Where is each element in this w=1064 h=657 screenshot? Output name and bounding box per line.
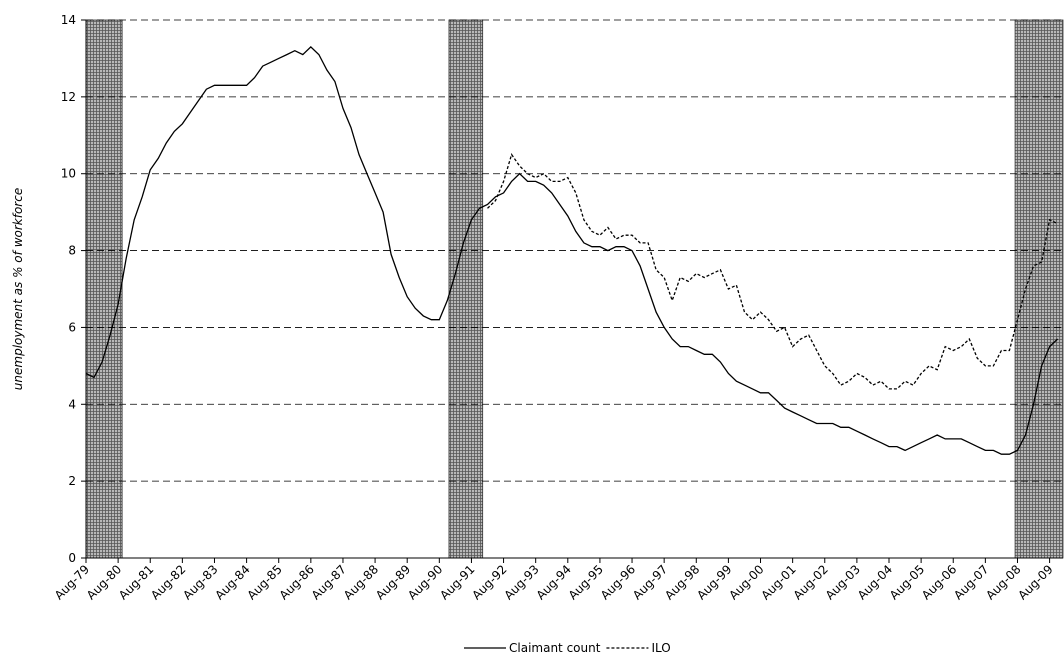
x-tick-label: Aug-90 bbox=[405, 562, 445, 602]
series-line bbox=[85, 46, 1059, 455]
x-tick-label: Aug-94 bbox=[534, 562, 574, 602]
y-tick-label: 6 bbox=[68, 320, 76, 334]
x-tick-label: Aug-82 bbox=[148, 562, 188, 602]
x-tick-label: Aug-87 bbox=[309, 562, 349, 602]
x-tick-label: Aug-98 bbox=[662, 562, 702, 602]
y-tick-label: 14 bbox=[61, 13, 76, 27]
x-tick-label: Aug-92 bbox=[469, 562, 509, 602]
x-tick-label: Aug-09 bbox=[1015, 562, 1055, 602]
series-line bbox=[487, 153, 1058, 390]
y-tick-label: 2 bbox=[68, 474, 76, 488]
y-axis-label: unemployment as % of workforce bbox=[11, 188, 25, 390]
x-tick-label: Aug-00 bbox=[726, 562, 766, 602]
x-tick-label: Aug-97 bbox=[630, 562, 670, 602]
y-tick-label: 8 bbox=[68, 244, 76, 258]
x-tick-label: Aug-05 bbox=[887, 562, 927, 602]
x-tick-label: Aug-91 bbox=[437, 562, 477, 602]
legend-label: ILO bbox=[651, 641, 670, 655]
x-tick-label: Aug-01 bbox=[758, 562, 798, 602]
x-tick-label: Aug-93 bbox=[501, 562, 541, 602]
x-tick-label: Aug-99 bbox=[694, 562, 734, 602]
x-tick-label: Aug-96 bbox=[598, 562, 638, 602]
x-tick-label: Aug-88 bbox=[341, 562, 381, 602]
x-tick-label: Aug-02 bbox=[791, 562, 831, 602]
x-tick-label: Aug-80 bbox=[84, 562, 124, 602]
x-tick-label: Aug-95 bbox=[566, 562, 606, 602]
shaded-period bbox=[1014, 19, 1064, 559]
x-tick-label: Aug-85 bbox=[245, 562, 285, 602]
x-tick-label: Aug-08 bbox=[983, 562, 1023, 602]
x-tick-label: Aug-86 bbox=[277, 562, 317, 602]
y-tick-label: 0 bbox=[68, 551, 76, 565]
shaded-period bbox=[448, 19, 484, 559]
y-tick-label: 10 bbox=[61, 167, 76, 181]
shaded-period bbox=[85, 19, 123, 559]
x-tick-label: Aug-04 bbox=[855, 562, 895, 602]
y-tick-label: 12 bbox=[61, 90, 76, 104]
x-tick-label: Aug-06 bbox=[919, 562, 959, 602]
legend-label: Claimant count bbox=[509, 641, 601, 655]
x-tick-label: Aug-84 bbox=[212, 562, 252, 602]
x-tick-label: Aug-79 bbox=[52, 562, 92, 602]
x-tick-label: Aug-07 bbox=[951, 562, 991, 602]
x-tick-label: Aug-89 bbox=[373, 562, 413, 602]
x-tick-label: Aug-81 bbox=[116, 562, 156, 602]
x-tick-label: Aug-83 bbox=[180, 562, 220, 602]
y-tick-label: 4 bbox=[68, 397, 76, 411]
x-tick-label: Aug-03 bbox=[823, 562, 863, 602]
